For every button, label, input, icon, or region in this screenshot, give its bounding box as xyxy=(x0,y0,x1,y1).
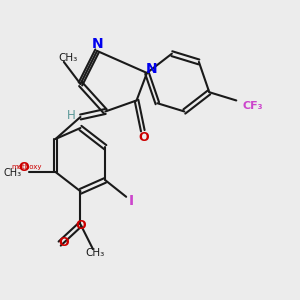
Text: O: O xyxy=(139,131,149,144)
Text: N: N xyxy=(145,62,157,76)
Text: CF₃: CF₃ xyxy=(242,101,263,111)
Text: methoxy: methoxy xyxy=(11,164,42,169)
Text: CH₃: CH₃ xyxy=(4,168,22,178)
Text: O: O xyxy=(75,219,86,232)
Text: H: H xyxy=(67,109,76,122)
Text: CH₃: CH₃ xyxy=(58,53,78,63)
Text: I: I xyxy=(129,194,134,208)
Text: O: O xyxy=(58,236,69,249)
Text: N: N xyxy=(91,37,103,51)
Text: CH₃: CH₃ xyxy=(85,248,105,258)
Text: O: O xyxy=(18,161,28,174)
